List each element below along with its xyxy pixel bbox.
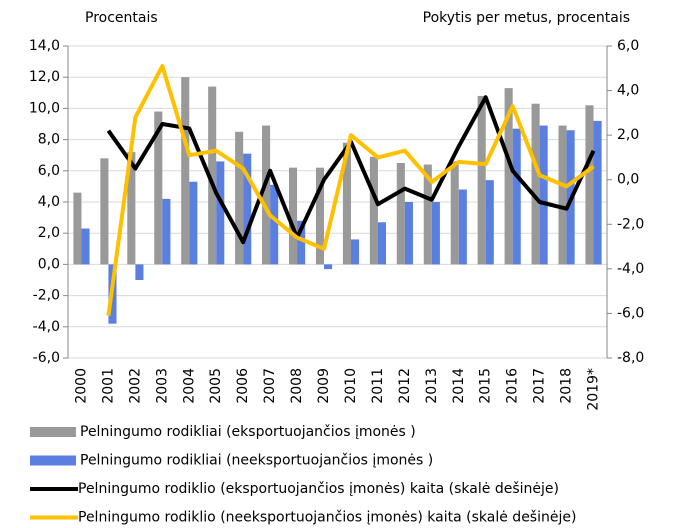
y2-tick-label: 4,0 [617, 83, 639, 99]
bar [558, 125, 567, 265]
x-tick-label: 2018 [559, 368, 575, 404]
y2-tick-label: -6,0 [617, 305, 644, 321]
bar [135, 264, 144, 280]
bar [297, 220, 306, 265]
bar [531, 103, 540, 265]
x-tick-label: 2015 [478, 368, 494, 404]
bar [342, 142, 351, 265]
bar [539, 125, 548, 265]
x-tick-label: 2008 [289, 368, 305, 404]
y-tick-label: 4,0 [38, 194, 60, 210]
y-tick-label: -4,0 [33, 319, 60, 335]
bar [73, 192, 82, 265]
bar [377, 222, 387, 265]
x-tick-label: 2005 [208, 368, 224, 404]
y-tick-label: 14,0 [29, 38, 60, 54]
x-tick-label: 2017 [532, 368, 548, 404]
bar [216, 161, 225, 265]
bar [431, 202, 440, 265]
x-tick-label: 2016 [505, 368, 521, 404]
bar [127, 152, 136, 265]
y-axis-title: Procentais [85, 10, 158, 26]
x-tick-label: 2013 [424, 368, 440, 404]
x-tick-label: 2007 [262, 368, 278, 404]
bar [100, 158, 109, 265]
y2-tick-label: -2,0 [617, 216, 644, 232]
y2-tick-label: 6,0 [617, 38, 639, 54]
x-tick-label: 2009 [316, 368, 332, 404]
y-tick-label: 10,0 [29, 100, 60, 116]
bar [450, 161, 459, 265]
y2-axis-title: Pokytis per metus, procentais [423, 10, 630, 26]
y2-tick-label: -4,0 [617, 261, 644, 277]
x-tick-label: 2002 [127, 368, 143, 404]
x-tick-label: 2012 [397, 368, 413, 404]
x-tick-label: 2010 [343, 368, 359, 404]
legend-swatch [30, 455, 76, 466]
bar [243, 153, 252, 265]
bar [208, 86, 217, 265]
x-tick-label: 2004 [181, 368, 197, 404]
bar [154, 111, 163, 265]
legend-label: Pelningumo rodiklio (eksportuojančios įm… [78, 481, 559, 497]
bar [235, 131, 244, 265]
x-tick-label: 2000 [73, 368, 89, 404]
y-tick-label: -2,0 [33, 288, 60, 304]
x-tick-label: 2011 [370, 368, 386, 404]
bar [270, 184, 279, 265]
bar [369, 156, 378, 265]
bar [181, 77, 190, 265]
bar [288, 167, 298, 265]
x-tick-label: 2001 [100, 368, 116, 404]
y-tick-label: -6,0 [33, 350, 60, 366]
y-tick-label: 8,0 [38, 132, 60, 148]
bar [350, 239, 360, 265]
x-tick-label: 2006 [235, 368, 251, 404]
bar [404, 202, 413, 265]
x-tick-label: 2003 [154, 368, 170, 404]
bar [315, 167, 325, 265]
x-tick-label: 2014 [451, 368, 467, 404]
x-tick-label: 2019* [586, 368, 602, 411]
bar [162, 198, 171, 265]
bar [324, 264, 333, 270]
y-tick-label: 6,0 [38, 163, 60, 179]
line [106, 64, 595, 316]
y2-tick-label: 0,0 [617, 172, 639, 188]
bar [396, 163, 405, 265]
legend-label: Pelningumo rodikliai (neeksportuojančios… [80, 453, 433, 469]
bar [512, 128, 521, 265]
legend-label: Pelningumo rodikliai (eksportuojančios į… [80, 424, 416, 440]
bar [504, 88, 513, 265]
legend-label: Pelningumo rodiklio (neeksportuojančios … [78, 510, 576, 526]
bar [485, 180, 494, 265]
bar [593, 120, 602, 265]
bar [262, 125, 271, 265]
y-tick-label: 12,0 [29, 69, 60, 85]
bar [458, 189, 467, 265]
bar [189, 181, 198, 265]
y2-tick-label: -8,0 [617, 350, 644, 366]
bar [477, 95, 486, 265]
bar [81, 228, 90, 265]
y-tick-label: 0,0 [38, 256, 60, 272]
bar [585, 105, 594, 265]
legend-swatch [30, 427, 76, 437]
y2-tick-label: 2,0 [617, 127, 639, 143]
bar [423, 164, 432, 265]
y-tick-label: 2,0 [38, 225, 60, 241]
